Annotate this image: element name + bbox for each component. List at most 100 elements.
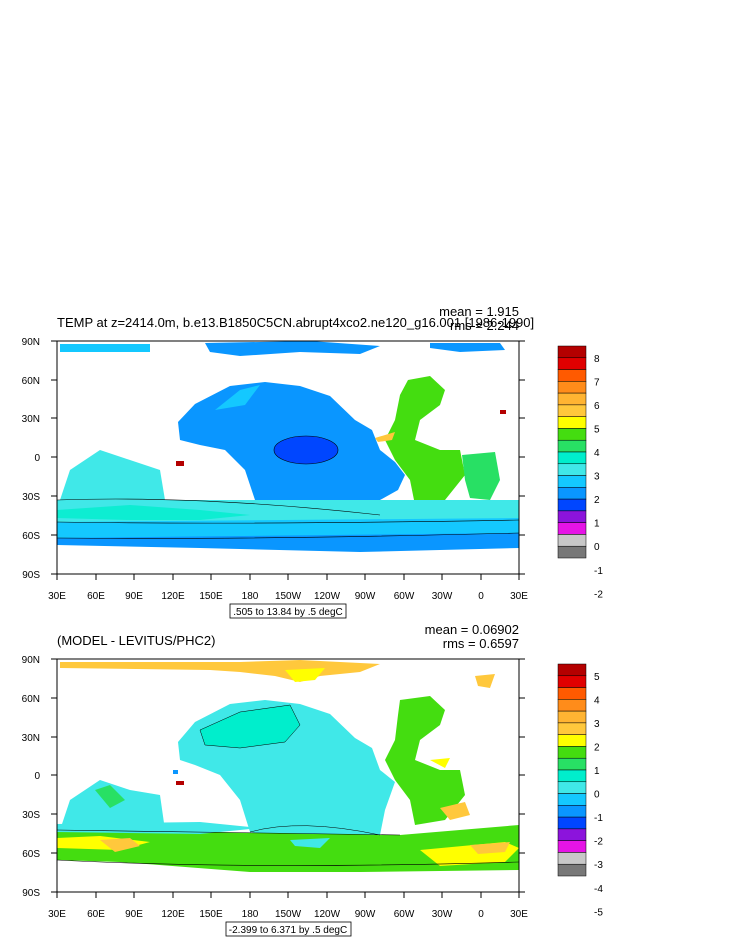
lat-label: 0: [34, 453, 40, 464]
lat-label: 30N: [22, 414, 40, 425]
lon-label: 30W: [432, 591, 453, 602]
lon-label: 120W: [314, 909, 341, 920]
lon-label: 90E: [125, 909, 143, 920]
lat-label: 60N: [22, 694, 40, 705]
colorbar-swatch: [557, 510, 587, 523]
colorbar-swatch: [557, 757, 587, 771]
colorbar-label: -1: [594, 566, 603, 577]
lat-label: 0: [34, 771, 40, 782]
lon-label: 60E: [87, 591, 105, 602]
lon-label: 180: [242, 909, 259, 920]
lon-label: 60W: [394, 909, 415, 920]
colorbar-swatch: [557, 722, 587, 735]
panel-1: TEMP at z=2414.0m, b.e13.B1850C5CN.abrup…: [22, 304, 603, 619]
colorbar-label: 2: [594, 495, 600, 506]
colorbar-label: -5: [594, 907, 603, 918]
lon-label: 60E: [87, 909, 105, 920]
lat-label: 90N: [22, 655, 40, 666]
panel-1-mean: mean = 1.915: [439, 304, 519, 319]
colorbar-label: -2: [594, 837, 603, 848]
colorbar-swatch: [557, 463, 587, 476]
colorbar-label: 3: [594, 719, 600, 730]
lon-label: 150E: [199, 591, 223, 602]
panel-1-rms: rms = 2.244: [450, 318, 519, 333]
lon-label: 90E: [125, 591, 143, 602]
colorbar-swatch: [557, 487, 587, 500]
panel-2-colorbar: 5 4 3 2 1 0 -1 -2 -3 -4 -5: [557, 663, 603, 918]
panel-1-contour-info-box: [229, 603, 347, 619]
panel-2: (MODEL - LEVITUS/PHC2) mean = 0.06902 rm…: [22, 622, 603, 937]
colorbar-swatch: [557, 840, 587, 853]
lon-label: 30E: [48, 591, 66, 602]
lat-label: 90S: [22, 570, 40, 581]
lon-label: 150W: [275, 591, 302, 602]
lon-label: 150W: [275, 909, 302, 920]
colorbar-label: -3: [594, 860, 603, 871]
lon-label: 120W: [314, 591, 341, 602]
lon-label: 150E: [199, 909, 223, 920]
lon-label: 90W: [355, 909, 376, 920]
panel-2-ocean-fields: [57, 660, 519, 872]
colorbar-swatch: [557, 805, 587, 818]
colorbar-swatch: [557, 498, 587, 512]
colorbar-label: 2: [594, 742, 600, 753]
panel-2-ticks: [51, 658, 525, 898]
lat-label: 60S: [22, 531, 40, 542]
lat-label: 60N: [22, 376, 40, 387]
lon-label: 120E: [161, 591, 185, 602]
lat-label: 90S: [22, 888, 40, 899]
colorbar-swatch: [557, 710, 587, 724]
panel-1-lat-labels: 90N 60N 30N 0 30S 60S 90S: [22, 337, 41, 581]
colorbar-swatch: [557, 863, 587, 877]
panel-1-title: TEMP at z=2414.0m, b.e13.B1850C5CN.abrup…: [57, 315, 534, 330]
colorbar-swatch: [557, 369, 587, 382]
panel-2-lat-labels: 90N 60N 30N 0 30S 60S 90S: [22, 655, 41, 899]
colorbar-label: 1: [594, 519, 600, 530]
lat-label: 30S: [22, 810, 40, 821]
colorbar-swatch: [557, 852, 587, 865]
colorbar-label: 4: [594, 695, 600, 706]
lon-label: 180: [242, 591, 259, 602]
colorbar-swatch: [557, 699, 587, 712]
panel-2-rms: rms = 0.6597: [443, 636, 519, 651]
colorbar-swatch: [557, 428, 587, 441]
panel-1-map: [51, 340, 525, 580]
panel-2-lon-labels: 30E 60E 90E 120E 150E 180 150W 120W 90W …: [48, 909, 528, 920]
colorbar-swatch: [557, 416, 587, 429]
colorbar-swatch: [557, 522, 587, 535]
colorbar-swatch: [557, 404, 587, 417]
colorbar-swatch: [557, 381, 587, 394]
colorbar-swatch: [557, 475, 587, 488]
colorbar-label: 3: [594, 472, 600, 483]
panel-1-lon-labels: 30E 60E 90E 120E 150E 180 150W 120W 90W …: [48, 591, 528, 602]
lon-label: 30W: [432, 909, 453, 920]
colorbar-label: 1: [594, 766, 600, 777]
colorbar-swatch: [557, 357, 587, 370]
colorbar-label: -4: [594, 884, 603, 895]
lon-label: 30E: [510, 591, 528, 602]
lon-label: 60W: [394, 591, 415, 602]
lat-label: 60S: [22, 849, 40, 860]
colorbar-label: 5: [594, 424, 600, 435]
panel-1-ocean-fields: [57, 341, 519, 552]
lon-label: 0: [478, 909, 484, 920]
colorbar-swatch: [557, 828, 587, 841]
lat-label: 30S: [22, 492, 40, 503]
colorbar-swatch: [557, 345, 587, 359]
lon-label: 90W: [355, 591, 376, 602]
colorbar-swatch: [557, 781, 587, 794]
colorbar-swatch: [557, 816, 587, 830]
colorbar-swatch: [557, 769, 587, 783]
panel-2-contour-info: -2.399 to 6.371 by .5 degC: [229, 925, 347, 936]
lon-label: 30E: [510, 909, 528, 920]
colorbar-label: 5: [594, 672, 600, 683]
colorbar-swatch: [557, 534, 587, 547]
colorbar-swatch: [557, 545, 587, 559]
colorbar-label: 0: [594, 542, 600, 553]
colorbar-label: -2: [594, 589, 603, 600]
colorbar-swatch: [557, 451, 587, 465]
colorbar-swatch: [557, 675, 587, 688]
lat-label: 30N: [22, 733, 40, 744]
colorbar-swatch: [557, 746, 587, 759]
